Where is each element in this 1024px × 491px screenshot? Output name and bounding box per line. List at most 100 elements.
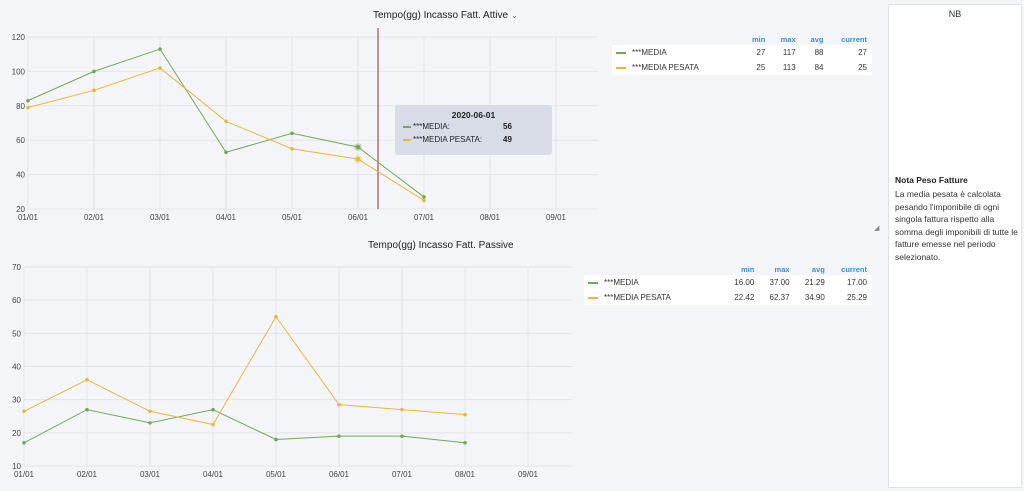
legend-header-min[interactable]: min bbox=[751, 35, 766, 44]
data-point bbox=[355, 156, 361, 162]
x-tick-label: 08/01 bbox=[480, 213, 501, 222]
x-tick-label: 03/01 bbox=[140, 470, 161, 479]
legend-header-current[interactable]: current bbox=[841, 265, 867, 274]
legend-series-name[interactable]: ***MEDIA PESATA bbox=[604, 293, 671, 302]
x-tick-label: 02/01 bbox=[77, 470, 98, 479]
x-tick-label: 08/01 bbox=[455, 470, 476, 479]
nb-title[interactable]: NB bbox=[948, 9, 962, 19]
x-tick-label: 06/01 bbox=[329, 470, 350, 479]
legend-series-name[interactable]: ***MEDIA bbox=[604, 278, 639, 287]
y-tick-label: 10 bbox=[12, 462, 21, 471]
data-point bbox=[400, 407, 404, 412]
y-tick-label: 20 bbox=[16, 205, 25, 214]
x-tick-label: 09/01 bbox=[518, 470, 539, 479]
x-tick-label: 05/01 bbox=[266, 470, 287, 479]
x-tick-label: 03/01 bbox=[150, 213, 171, 222]
x-tick-label: 05/01 bbox=[282, 213, 303, 222]
x-tick-label: 04/01 bbox=[203, 470, 224, 479]
legend-series-name[interactable]: ***MEDIA bbox=[632, 48, 667, 57]
data-point bbox=[463, 412, 467, 417]
x-tick-label: 06/01 bbox=[348, 213, 369, 222]
legend-header-max[interactable]: max bbox=[774, 265, 790, 274]
chevron-down-icon[interactable]: ⌄ bbox=[511, 11, 518, 20]
data-point bbox=[337, 402, 341, 407]
legend-passive: min max avg current ***MEDIA 16.00 37.00… bbox=[584, 264, 872, 305]
legend-min: 27 bbox=[742, 45, 771, 60]
legend-avg: 21.29 bbox=[794, 275, 830, 290]
legend-swatch bbox=[616, 51, 626, 54]
legend-avg: 84 bbox=[800, 60, 829, 75]
legend-current: 27 bbox=[828, 45, 872, 60]
y-tick-label: 50 bbox=[12, 329, 21, 338]
legend-max: 117 bbox=[770, 45, 801, 60]
data-point bbox=[85, 377, 89, 382]
data-point bbox=[422, 198, 426, 203]
y-tick-label: 70 bbox=[12, 263, 21, 272]
x-tick-label: 09/01 bbox=[546, 213, 567, 222]
data-point bbox=[85, 407, 89, 412]
tooltip-series-value: 56 bbox=[503, 122, 512, 131]
x-tick-label: 07/01 bbox=[392, 470, 413, 479]
y-tick-label: 60 bbox=[12, 296, 21, 305]
tooltip-date: 2020-06-01 bbox=[451, 110, 496, 120]
tooltip-series-name: ***MEDIA PESATA: bbox=[413, 135, 483, 144]
x-tick-label: 07/01 bbox=[414, 213, 435, 222]
data-point bbox=[400, 434, 404, 438]
legend-avg: 88 bbox=[800, 45, 829, 60]
data-point bbox=[274, 437, 278, 442]
y-tick-label: 20 bbox=[12, 429, 21, 438]
data-point bbox=[92, 88, 96, 93]
data-point bbox=[355, 144, 361, 150]
legend-header-max[interactable]: max bbox=[780, 35, 796, 44]
data-point bbox=[274, 314, 278, 319]
series-line bbox=[23, 315, 466, 426]
panel-title-passive-text: Tempo(gg) Incasso Fatt. Passive bbox=[368, 240, 514, 251]
data-point bbox=[158, 66, 162, 70]
chart-tooltip: 2020-06-01 ***MEDIA: 56 ***MEDIA PESATA:… bbox=[395, 105, 552, 155]
legend-header-avg[interactable]: avg bbox=[811, 265, 825, 274]
legend-attive: min max avg current ***MEDIA 27 117 88 2… bbox=[612, 34, 872, 75]
data-point bbox=[26, 105, 30, 110]
nb-body: La media pesata è calcolata pesando l'im… bbox=[895, 189, 1018, 262]
legend-avg: 34.90 bbox=[794, 290, 830, 305]
data-point bbox=[158, 47, 162, 51]
legend-header-min[interactable]: min bbox=[740, 265, 755, 274]
data-point bbox=[148, 421, 152, 425]
data-point bbox=[211, 407, 215, 412]
tooltip-row: ***MEDIA PESATA: 49 bbox=[403, 133, 552, 146]
data-point bbox=[92, 69, 96, 74]
data-point bbox=[22, 440, 26, 445]
legend-header-avg[interactable]: avg bbox=[810, 35, 824, 44]
data-point bbox=[337, 434, 341, 438]
tooltip-row: ***MEDIA: 56 bbox=[403, 120, 552, 133]
data-point bbox=[148, 409, 152, 414]
nb-heading: Nota Peso Fatture bbox=[895, 175, 968, 185]
y-tick-label: 80 bbox=[16, 102, 25, 111]
legend-min: 25 bbox=[742, 60, 771, 75]
legend-max: 62.37 bbox=[759, 290, 795, 305]
y-tick-label: 40 bbox=[12, 363, 21, 372]
legend-row[interactable]: ***MEDIA PESATA 25 113 84 25 bbox=[612, 60, 872, 75]
x-tick-label: 04/01 bbox=[216, 213, 237, 222]
legend-min: 22.42 bbox=[724, 290, 760, 305]
legend-row[interactable]: ***MEDIA 16.00 37.00 21.29 17.00 bbox=[584, 275, 872, 290]
panel-title-passive[interactable]: Tempo(gg) Incasso Fatt. Passive bbox=[368, 240, 514, 251]
legend-series-name[interactable]: ***MEDIA PESATA bbox=[632, 63, 699, 72]
legend-min: 16.00 bbox=[724, 275, 760, 290]
legend-current: 17.00 bbox=[829, 275, 872, 290]
panel-title-attive-text: Tempo(gg) Incasso Fatt. Attive bbox=[373, 10, 509, 21]
legend-current: 25.29 bbox=[829, 290, 872, 305]
panel-title-attive[interactable]: Tempo(gg) Incasso Fatt. Attive ⌄ bbox=[373, 10, 518, 21]
tooltip-series-name: ***MEDIA: bbox=[413, 122, 450, 131]
panel-resize-handle[interactable]: ◢ bbox=[874, 225, 880, 232]
data-point bbox=[211, 422, 215, 427]
data-point bbox=[22, 409, 26, 414]
data-point bbox=[224, 119, 228, 124]
legend-row[interactable]: ***MEDIA 27 117 88 27 bbox=[612, 45, 872, 60]
legend-max: 113 bbox=[770, 60, 801, 75]
legend-row[interactable]: ***MEDIA PESATA 22.42 62.37 34.90 25.29 bbox=[584, 290, 872, 305]
legend-header-current[interactable]: current bbox=[841, 35, 867, 44]
data-point bbox=[422, 195, 426, 199]
